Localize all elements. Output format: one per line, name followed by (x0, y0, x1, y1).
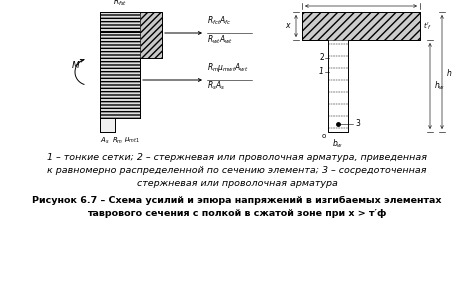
Text: стержневая или проволочная арматура: стержневая или проволочная арматура (137, 179, 337, 188)
Text: $b_w$: $b_w$ (332, 137, 344, 150)
Text: $R_m \mu_{mwt}A_{wt}$: $R_m \mu_{mwt}A_{wt}$ (207, 61, 248, 74)
Text: таврового сечения с полкой в сжатой зоне при х > т′ф: таврового сечения с полкой в сжатой зоне… (87, 209, 387, 218)
Text: $h_w$: $h_w$ (434, 80, 445, 92)
Text: $R_m$: $R_m$ (112, 136, 123, 146)
Text: o: o (322, 133, 326, 139)
Bar (302, 12, 420, 40)
Text: M: M (72, 61, 80, 71)
Text: $R_{fst}$: $R_{fst}$ (113, 0, 127, 8)
Bar (100, 12, 140, 32)
Bar (100, 32, 140, 118)
Text: 1: 1 (319, 67, 324, 76)
Text: Рисунок 6.7 – Схема усилий и эпюра напряжений в изгибаемых элементах: Рисунок 6.7 – Схема усилий и эпюра напря… (32, 196, 442, 205)
Text: $\mu_{mt1}$: $\mu_{mt1}$ (124, 136, 140, 145)
Text: к равномерно распределенной по сечению элемента; 3 – сосредоточенная: к равномерно распределенной по сечению э… (47, 166, 427, 175)
Text: $R_s A_s$: $R_s A_s$ (207, 80, 225, 92)
Text: $h$: $h$ (446, 67, 452, 78)
Text: 1 – тонкие сетки; 2 – стержневая или проволочная арматура, приведенная: 1 – тонкие сетки; 2 – стержневая или про… (47, 153, 427, 162)
Bar (140, 12, 162, 58)
Text: 2: 2 (319, 53, 324, 63)
Text: $x$: $x$ (285, 21, 292, 31)
Text: $b'_f$: $b'_f$ (355, 0, 367, 2)
Text: 3: 3 (355, 120, 360, 128)
Bar (100, 118, 115, 132)
Text: $R_{fct}A_{fc}$: $R_{fct}A_{fc}$ (207, 15, 231, 27)
Text: $R_{wt}A_{wt}$: $R_{wt}A_{wt}$ (207, 33, 233, 45)
Text: $t'_f$: $t'_f$ (423, 20, 432, 31)
Text: $A_s$: $A_s$ (100, 136, 109, 146)
